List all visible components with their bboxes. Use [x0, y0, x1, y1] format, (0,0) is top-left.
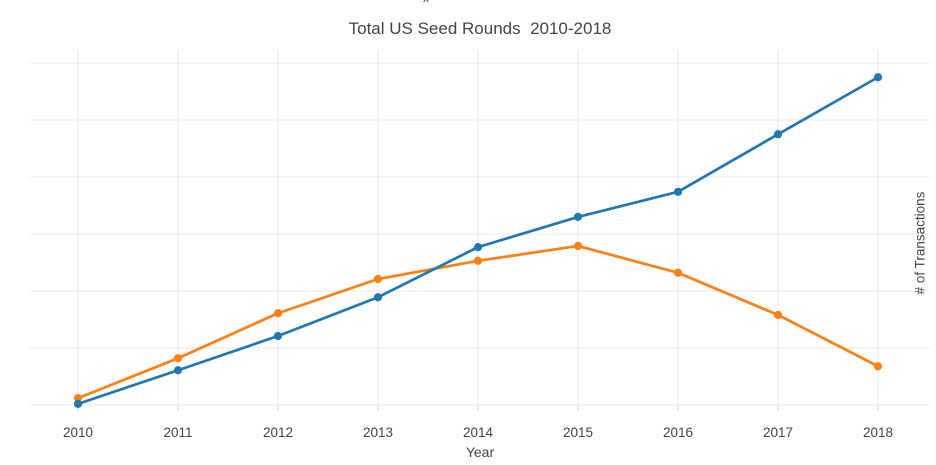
orange-series-marker	[273, 309, 283, 318]
orange-series-marker	[73, 394, 83, 403]
blue-series-marker	[273, 331, 283, 341]
x-tick-label: 2011	[163, 425, 193, 440]
x-axis-title: Year	[465, 444, 495, 460]
orange-series-marker	[173, 354, 183, 363]
x-tick-label: 2015	[562, 425, 594, 440]
orange-series-marker	[873, 362, 883, 371]
x-tick-label: 2014	[462, 425, 494, 440]
x-tick-label: 2017	[762, 425, 794, 440]
blue-series-marker	[673, 187, 683, 196]
x-tick-label: 2010	[62, 425, 94, 440]
x-tick-label: 2013	[362, 425, 394, 440]
blue-series-marker	[373, 293, 383, 302]
blue-series-marker	[573, 212, 583, 221]
cropped-text-fragment-glyph: x	[423, 0, 429, 4]
cropped-text-fragment: x	[421, 0, 439, 5]
x-tick-label: 2016	[662, 425, 694, 440]
orange-series-marker	[773, 310, 783, 320]
x-tick-label: 2012	[262, 425, 294, 440]
y-axis-title: # of Transactions	[912, 191, 928, 295]
blue-series-marker	[873, 73, 883, 82]
blue-series-marker	[73, 399, 83, 408]
orange-series-marker	[473, 256, 483, 265]
blue-series-marker	[173, 366, 183, 375]
chart-title: Total US Seed Rounds 2010-2018	[348, 19, 612, 38]
x-tick-label: 2018	[862, 425, 894, 440]
orange-series-marker	[673, 268, 683, 277]
orange-series-marker	[573, 241, 583, 251]
orange-series-marker	[373, 274, 383, 284]
blue-series-marker	[773, 130, 783, 139]
blue-series-marker	[473, 243, 483, 252]
